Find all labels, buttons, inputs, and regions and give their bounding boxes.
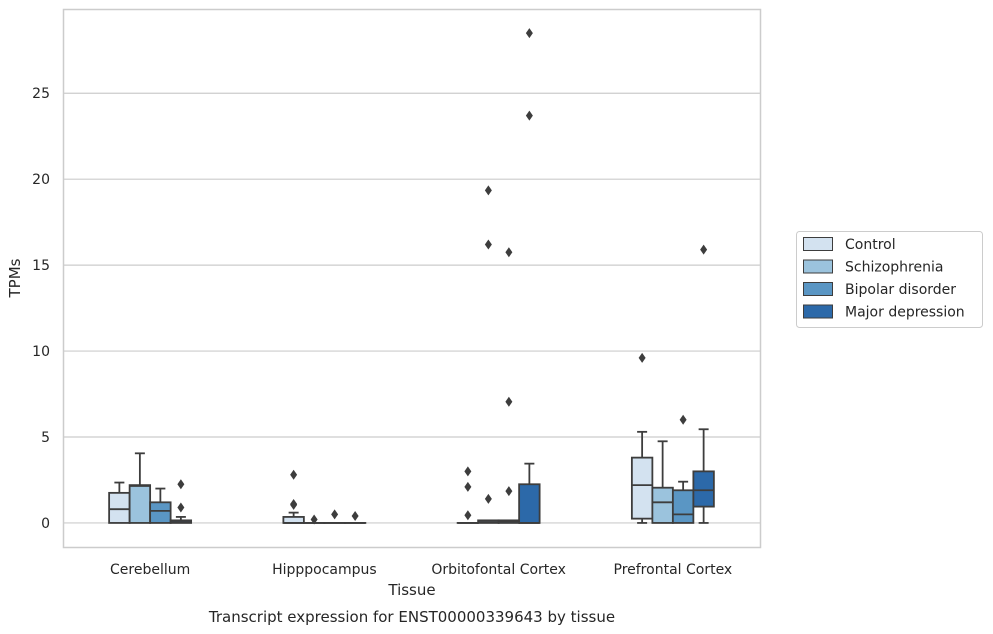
legend-frame	[796, 231, 983, 328]
box-body	[630, 456, 654, 520]
outlier-point	[290, 499, 298, 510]
box-mark	[149, 487, 172, 524]
chart-caption: Transcript expression for ENST0000033964…	[208, 608, 615, 626]
x-tick-labels: Cerebellum Hipppocampus Orbitofontal Corte…	[110, 562, 732, 578]
y-tick-label: 5	[41, 430, 50, 446]
legend-swatch	[803, 304, 833, 319]
y-tick-label: 15	[32, 258, 50, 274]
box-mark	[692, 244, 715, 524]
outlier-point	[525, 28, 533, 39]
box-mark	[671, 414, 695, 524]
outlier-point	[331, 509, 339, 520]
box-mark	[323, 509, 346, 524]
box-mark	[343, 511, 367, 524]
x-tick-label: Cerebellum	[110, 562, 190, 578]
y-tick-label: 10	[32, 344, 50, 360]
box-groups	[108, 28, 715, 525]
grid-lines	[63, 92, 760, 524]
outlier-point	[177, 479, 185, 490]
y-tick-label: 25	[32, 86, 50, 102]
outlier-point	[464, 510, 472, 521]
outlier-point	[505, 247, 513, 258]
y-axis-label: TPMs	[6, 258, 24, 298]
box-mark	[128, 452, 152, 524]
outlier-point	[638, 352, 646, 363]
box-body	[692, 470, 715, 508]
box-mark	[497, 247, 521, 524]
series-control	[108, 352, 654, 524]
outlier-point	[351, 511, 359, 522]
x-tick-label: Orbitofontal Cortex	[431, 562, 566, 578]
outlier-point	[177, 502, 185, 513]
box-mark	[282, 469, 305, 524]
outlier-point	[484, 185, 492, 196]
y-tick-label: 0	[41, 516, 50, 532]
box-mark	[169, 479, 193, 524]
legend: Control Schizophrenia Bipolar disorder Majo…	[796, 231, 983, 328]
box-body	[518, 483, 541, 524]
box-mark	[477, 185, 500, 524]
legend-label: Major depression	[845, 305, 965, 321]
legend-swatch	[803, 237, 833, 251]
box-body	[128, 484, 152, 524]
legend-swatch	[803, 259, 833, 274]
outlier-point	[464, 481, 472, 492]
x-tick-label: Prefrontal Cortex	[614, 562, 733, 578]
outlier-point	[484, 493, 492, 504]
outlier-point	[290, 469, 298, 480]
legend-label: Schizophrenia	[845, 260, 943, 276]
legend-swatch	[803, 282, 833, 296]
series-bipolar-disorder	[149, 247, 695, 524]
box-mark	[518, 28, 541, 524]
box-mark	[651, 440, 674, 524]
outlier-point	[505, 396, 513, 407]
x-tick-label: Hipppocampus	[272, 562, 377, 578]
x-axis-label: Tissue	[387, 581, 435, 599]
legend-label: Bipolar disorder	[845, 282, 956, 298]
outlier-point	[679, 414, 687, 425]
box-body	[282, 516, 305, 524]
legend-label: Control	[845, 237, 896, 253]
outlier-point	[310, 514, 318, 525]
outlier-point	[464, 466, 472, 477]
y-tick-labels: 0 5 10 15 20 25	[32, 86, 50, 532]
series-major-depression	[169, 28, 715, 524]
box-mark	[108, 481, 131, 524]
y-tick-label: 20	[32, 172, 50, 188]
box-mark	[302, 514, 326, 525]
series-schizophrenia	[128, 185, 674, 525]
outlier-point	[484, 239, 492, 250]
outlier-point	[700, 244, 708, 255]
box-body	[651, 486, 674, 524]
outlier-point	[525, 110, 533, 121]
box-body	[671, 489, 695, 524]
box-body	[149, 501, 172, 524]
outlier-point	[505, 486, 513, 497]
box-mark	[630, 352, 654, 524]
box-mark	[456, 466, 480, 524]
plot-frame	[62, 8, 762, 549]
box-body	[108, 491, 131, 524]
